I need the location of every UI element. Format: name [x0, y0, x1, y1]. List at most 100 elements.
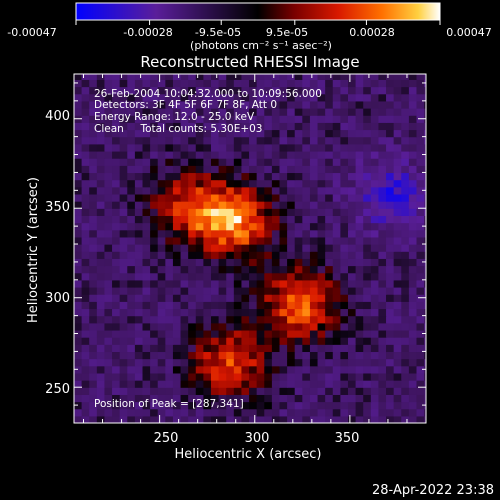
heatmap-cell — [218, 301, 227, 310]
heatmap-cell — [294, 79, 303, 88]
heatmap-cell — [157, 394, 166, 403]
heatmap-cell — [401, 86, 410, 95]
heatmap-cell — [393, 301, 402, 310]
heatmap-cell — [408, 143, 418, 152]
heatmap-cell — [325, 150, 334, 159]
heatmap-cell — [317, 358, 326, 367]
heatmap-cell — [287, 258, 296, 267]
heatmap-cell — [119, 236, 128, 245]
heatmap-cell — [424, 394, 426, 403]
heatmap-cell — [195, 79, 204, 88]
heatmap-cell — [302, 93, 311, 102]
heatmap-cell — [157, 344, 166, 353]
heatmap-cell — [195, 165, 204, 174]
heatmap-cell — [96, 186, 106, 195]
heatmap-cell — [393, 244, 402, 252]
heatmap-cell — [188, 337, 197, 345]
heatmap-cell — [210, 408, 220, 417]
heatmap-cell — [401, 272, 410, 281]
heatmap-cell — [195, 372, 204, 381]
heatmap-cell — [249, 372, 258, 381]
heatmap-cell — [393, 265, 402, 274]
heatmap-cell — [302, 122, 311, 131]
heatmap-cell — [89, 136, 98, 145]
heatmap-cell — [363, 380, 372, 388]
heatmap-cell — [408, 380, 418, 388]
heatmap-cell — [378, 315, 387, 324]
heatmap-cell — [332, 315, 341, 324]
heatmap-cell — [287, 315, 296, 324]
heatmap-cell — [142, 380, 151, 388]
heatmap-cell — [264, 365, 273, 374]
heatmap-cell — [325, 93, 334, 102]
heatmap-cell — [408, 136, 418, 145]
heatmap-cell — [134, 158, 144, 166]
heatmap-cell — [195, 401, 204, 410]
heatmap-cell — [249, 394, 258, 403]
heatmap-cell — [203, 322, 212, 331]
heatmap-cell — [172, 193, 182, 202]
heatmap-cell — [134, 401, 144, 410]
heatmap-cell — [180, 222, 189, 231]
heatmap-cell — [210, 201, 220, 209]
heatmap-cell — [386, 193, 395, 202]
heatmap-cell — [347, 301, 357, 310]
heatmap-cell — [347, 158, 357, 166]
heatmap-cell — [165, 136, 174, 145]
heatmap-cell — [180, 279, 189, 288]
heatmap-cell — [347, 322, 357, 331]
heatmap-cell — [233, 329, 243, 338]
heatmap-cell — [287, 394, 296, 403]
heatmap-cell — [294, 129, 303, 138]
heatmap-cell — [226, 136, 235, 145]
heatmap-cell — [241, 258, 250, 267]
heatmap-cell — [355, 186, 364, 195]
heatmap-cell — [74, 401, 83, 410]
heatmap-cell — [287, 179, 296, 188]
heatmap-cell — [271, 258, 281, 267]
heatmap-cell — [370, 165, 380, 174]
heatmap-cell — [81, 344, 90, 353]
heatmap-cell — [180, 115, 189, 123]
heatmap-cell — [119, 315, 128, 324]
heatmap-cell — [309, 279, 319, 288]
heatmap-cell — [218, 394, 227, 403]
heatmap-cell — [309, 86, 319, 95]
heatmap-cell — [256, 308, 265, 317]
heatmap-cell — [325, 179, 334, 188]
peak-position-label: Position of Peak = [287,341] — [94, 398, 244, 410]
heatmap-cell — [408, 408, 418, 417]
heatmap-cell — [256, 122, 265, 131]
x-tick-label-250: 250 — [154, 431, 179, 446]
heatmap-cell — [112, 100, 121, 109]
heatmap-cell — [393, 315, 402, 324]
heatmap-cell — [112, 179, 121, 188]
heatmap-cell — [241, 301, 250, 310]
heatmap-cell — [271, 344, 281, 353]
heatmap-cell — [287, 308, 296, 317]
heatmap-cell — [294, 165, 303, 174]
heatmap-cell — [249, 108, 258, 116]
heatmap-cell — [401, 215, 410, 224]
heatmap-cell — [370, 222, 380, 231]
heatmap-cell — [165, 286, 174, 295]
heatmap-cell — [302, 308, 311, 317]
heatmap-cell — [218, 129, 227, 138]
heatmap-cell — [172, 401, 182, 410]
heatmap-cell — [416, 387, 425, 395]
heatmap-cell — [157, 222, 166, 231]
heatmap-cell — [256, 344, 265, 353]
heatmap-cell — [89, 322, 98, 331]
heatmap-cell — [287, 74, 296, 80]
heatmap-cell — [264, 380, 273, 388]
heatmap-cell — [241, 372, 250, 381]
heatmap-cell — [424, 251, 426, 259]
heatmap-cell — [256, 322, 265, 331]
heatmap-cell — [74, 380, 83, 388]
heatmap-cell — [112, 236, 121, 245]
heatmap-cell — [393, 365, 402, 374]
heatmap-cell — [210, 372, 220, 381]
heatmap-cell — [218, 158, 227, 166]
heatmap-cell — [233, 172, 243, 181]
heatmap-cell — [165, 415, 174, 423]
